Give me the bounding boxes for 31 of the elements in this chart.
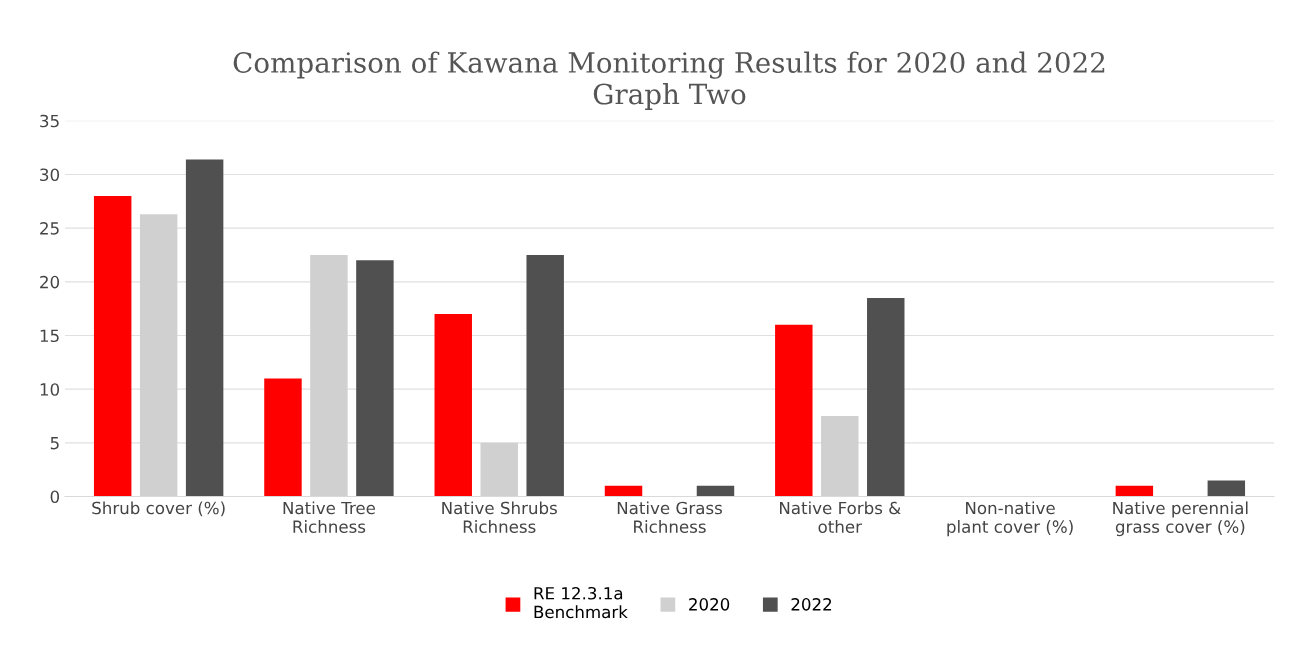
- bar: [775, 324, 813, 497]
- x-tick-label: Native Forbs & other: [779, 501, 901, 533]
- x-tick-label: Native Grass Richness: [617, 501, 722, 533]
- x-tick-label: Shrub cover (%): [92, 501, 225, 517]
- y-tick-label: 30: [40, 168, 60, 182]
- bar: [356, 260, 394, 497]
- bar: [696, 485, 735, 497]
- y-tick-label: 20: [40, 275, 60, 289]
- x-tick-label: Native Tree Richness: [283, 501, 376, 533]
- bar: [1115, 485, 1154, 497]
- chart-title: Comparison of Kawana Monitoring Results for 2020 and 2022 Graph Two: [233, 51, 1105, 110]
- bar: [1207, 480, 1246, 497]
- x-tick-label: Native Shrubs Richness: [442, 501, 557, 533]
- y-tick-label: 5: [50, 437, 59, 450]
- legend-label: 2022: [791, 598, 832, 611]
- x-tick-label: Non-native plant cover (%): [947, 501, 1073, 537]
- bar: [526, 254, 564, 497]
- legend-label: 2020: [689, 598, 730, 611]
- bar: [264, 378, 302, 497]
- y-tick-label: 10: [40, 383, 60, 396]
- legend-label: RE 12.3.1a Benchmark: [534, 586, 628, 619]
- bar: [93, 195, 132, 497]
- bar: [867, 297, 905, 497]
- y-tick-label: 15: [40, 329, 59, 343]
- bar: [434, 314, 472, 497]
- y-tick-label: 25: [40, 222, 59, 235]
- y-tick-label: 35: [40, 114, 59, 128]
- bar: [185, 159, 224, 497]
- bar: [604, 485, 643, 497]
- x-tick-label: Native perennial grass cover (%): [1113, 501, 1248, 537]
- y-tick-label: 0: [50, 490, 60, 504]
